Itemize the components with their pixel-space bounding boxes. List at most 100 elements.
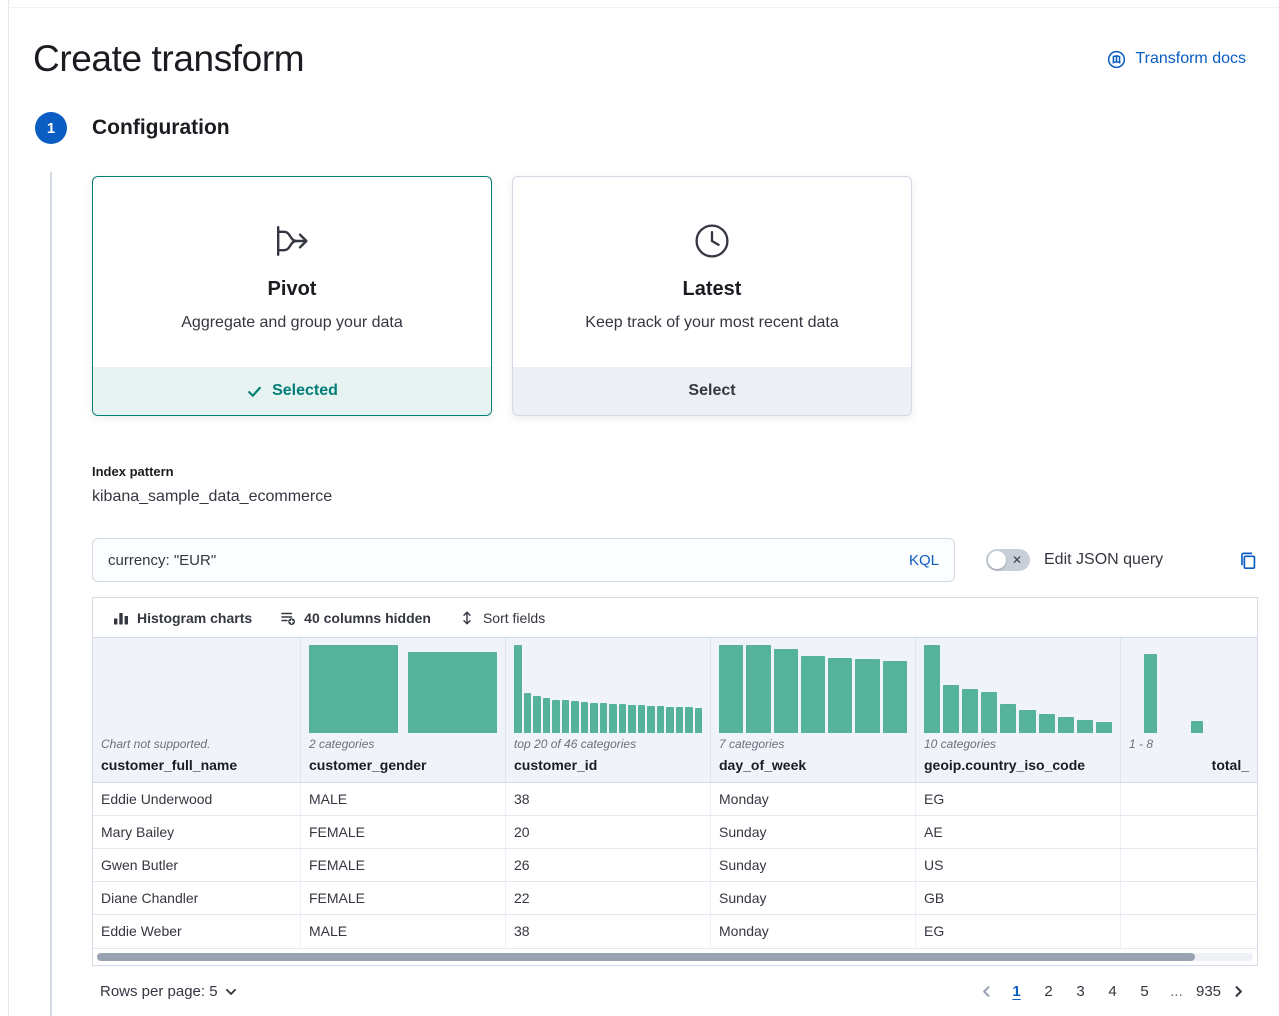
- column-header-geoip.country_iso_code[interactable]: 10 categories geoip.country_iso_code: [916, 638, 1121, 782]
- histogram-bar: [599, 703, 607, 733]
- column-name: day_of_week: [719, 757, 807, 773]
- table-cell[interactable]: FEMALE: [301, 882, 506, 914]
- previous-page-icon[interactable]: [975, 984, 998, 999]
- column-header-customer_full_name[interactable]: Chart not supported. customer_full_name: [93, 638, 301, 782]
- sort-fields-button[interactable]: Sort fields: [459, 610, 545, 626]
- horizontal-scrollbar: [93, 948, 1257, 965]
- histogram-bar: [542, 698, 550, 733]
- table-cell[interactable]: Diane Chandler: [93, 882, 301, 914]
- table-cell[interactable]: Mary Bailey: [93, 816, 301, 848]
- histogram-bar: [1000, 704, 1017, 733]
- scrollbar-track[interactable]: [97, 953, 1253, 961]
- pivot-card-footer[interactable]: Selected: [93, 367, 491, 415]
- histogram-bar: [1190, 721, 1203, 733]
- chart-placeholder: [93, 638, 300, 733]
- histogram-bar: [685, 707, 693, 733]
- columns-list-add-icon: [280, 610, 296, 626]
- switch-off-icon: ✕: [1011, 553, 1022, 567]
- table-cell[interactable]: EG: [916, 915, 1121, 948]
- table-cell[interactable]: GB: [916, 882, 1121, 914]
- table-cell[interactable]: EG: [916, 783, 1121, 815]
- table-cell[interactable]: Monday: [711, 915, 916, 948]
- page-edge-divider: [8, 0, 9, 1016]
- page-header: Create transform Transform docs: [0, 0, 1279, 80]
- column-name: customer_gender: [309, 757, 427, 773]
- pagination-page-4[interactable]: 4: [1108, 983, 1117, 1000]
- table-cell[interactable]: 38: [506, 783, 711, 815]
- histogram-bar: [523, 693, 531, 733]
- pivot-card-title: Pivot: [267, 277, 317, 300]
- table-cell[interactable]: [1121, 849, 1257, 881]
- column-caption: 7 categories: [719, 737, 785, 751]
- transform-type-cards: Pivot Aggregate and group your data Sele…: [92, 176, 1258, 416]
- latest-card-title: Latest: [682, 277, 742, 300]
- rows-per-page-button[interactable]: Rows per page: 5: [100, 983, 238, 1000]
- column-header-total_quantity[interactable]: 1 - 8 total_: [1121, 638, 1257, 782]
- table-cell[interactable]: MALE: [301, 783, 506, 815]
- column-name: customer_id: [514, 757, 598, 773]
- histogram-bar: [962, 689, 979, 733]
- table-cell[interactable]: US: [916, 849, 1121, 881]
- pagination-page-3[interactable]: 3: [1076, 983, 1085, 1000]
- pivot-card[interactable]: Pivot Aggregate and group your data Sele…: [92, 176, 492, 416]
- latest-card-footer[interactable]: Select: [513, 367, 911, 415]
- step-number-badge: 1: [35, 112, 67, 144]
- kql-language-button[interactable]: KQL: [908, 551, 939, 569]
- histogram-bar: [773, 649, 798, 733]
- check-icon: [246, 383, 263, 400]
- table-cell[interactable]: 20: [506, 816, 711, 848]
- columns-hidden-button[interactable]: 40 columns hidden: [280, 610, 431, 626]
- data-grid: Histogram charts 40 columns hidden: [92, 597, 1258, 966]
- page-title: Create transform: [33, 38, 305, 79]
- table-cell[interactable]: Gwen Butler: [93, 849, 301, 881]
- edit-json-toggle[interactable]: ✕: [986, 549, 1030, 571]
- histogram-geoip.country_iso_code: [916, 638, 1120, 733]
- histogram-bar: [590, 703, 598, 733]
- histogram-bar: [746, 645, 771, 733]
- page-top-divider: [8, 7, 1279, 8]
- pagination-page-935[interactable]: 935: [1195, 983, 1222, 1000]
- table-cell[interactable]: [1121, 816, 1257, 848]
- table-cell[interactable]: FEMALE: [301, 849, 506, 881]
- next-page-icon[interactable]: [1227, 984, 1250, 999]
- histogram-bar: [694, 708, 702, 733]
- pivot-icon: [269, 217, 315, 265]
- table-cell[interactable]: [1121, 783, 1257, 815]
- table-cell[interactable]: 22: [506, 882, 711, 914]
- column-name: total_: [1211, 757, 1249, 773]
- grid-body: Eddie Underwood MALE 38 Monday EG Mary Bailey…: [93, 783, 1257, 948]
- scrollbar-thumb[interactable]: [97, 953, 1196, 961]
- table-cell[interactable]: FEMALE: [301, 816, 506, 848]
- histogram-bar: [647, 706, 655, 733]
- search-query-bar[interactable]: currency: "EUR" KQL: [92, 538, 955, 582]
- histogram-bar: [1144, 654, 1157, 733]
- histogram-bar: [309, 645, 398, 733]
- histogram-bar: [571, 701, 579, 733]
- table-cell[interactable]: Eddie Weber: [93, 915, 301, 948]
- column-header-customer_id[interactable]: top 20 of 46 categories customer_id: [506, 638, 711, 782]
- table-cell[interactable]: AE: [916, 816, 1121, 848]
- table-cell[interactable]: Sunday: [711, 882, 916, 914]
- latest-select-label: Select: [688, 382, 736, 399]
- latest-card[interactable]: Latest Keep track of your most recent da…: [512, 176, 912, 416]
- table-cell[interactable]: [1121, 882, 1257, 914]
- table-cell[interactable]: Sunday: [711, 816, 916, 848]
- table-cell[interactable]: [1121, 915, 1257, 948]
- pagination-page-1[interactable]: 1: [1012, 983, 1021, 1000]
- transform-docs-link[interactable]: Transform docs: [1107, 50, 1246, 69]
- table-cell[interactable]: 38: [506, 915, 711, 948]
- table-cell[interactable]: Sunday: [711, 849, 916, 881]
- table-cell[interactable]: 26: [506, 849, 711, 881]
- table-cell[interactable]: MALE: [301, 915, 506, 948]
- pagination-page-2[interactable]: 2: [1044, 983, 1053, 1000]
- column-caption: Chart not supported.: [101, 737, 211, 751]
- query-input[interactable]: currency: "EUR": [108, 551, 217, 569]
- column-header-customer_gender[interactable]: 2 categories customer_gender: [301, 638, 506, 782]
- histogram-charts-button[interactable]: Histogram charts: [113, 610, 252, 626]
- table-cell[interactable]: Monday: [711, 783, 916, 815]
- column-header-day_of_week[interactable]: 7 categories day_of_week: [711, 638, 916, 782]
- step-content: Pivot Aggregate and group your data Sele…: [92, 176, 1258, 1005]
- table-cell[interactable]: Eddie Underwood: [93, 783, 301, 815]
- pagination-page-5[interactable]: 5: [1140, 983, 1149, 1000]
- copy-icon[interactable]: [1239, 551, 1258, 570]
